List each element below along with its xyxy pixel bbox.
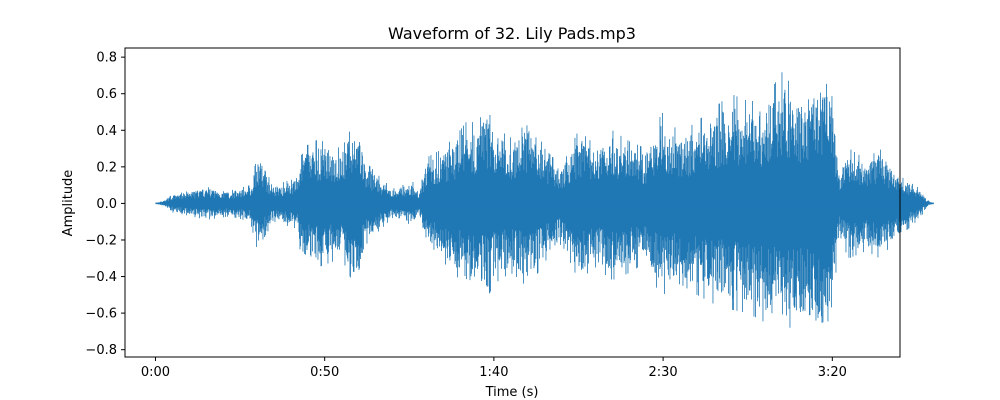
y-tick-label: 0.6 [96, 87, 117, 102]
y-tick-label: 0.4 [96, 124, 117, 139]
x-tick-label: 1:40 [479, 365, 508, 380]
waveform-series [155, 72, 934, 328]
chart-title: Waveform of 32. Lily Pads.mp3 [388, 24, 636, 43]
y-axis-label: Amplitude [61, 170, 76, 237]
x-axis: 0:00 0:50 1:40 2:30 3:20 [141, 357, 847, 380]
x-tick-label: 2:30 [648, 365, 677, 380]
y-tick-label: −0.4 [85, 270, 117, 285]
y-axis: −0.8 −0.6 −0.4 −0.2 0.0 0.2 0.4 0.6 0.8 [85, 51, 125, 358]
y-tick-label: −0.8 [85, 343, 117, 358]
x-tick-label: 0:00 [141, 365, 170, 380]
y-tick-label: −0.6 [85, 307, 117, 322]
plot-frame [124, 47, 901, 358]
y-tick-label: 0.8 [96, 51, 117, 66]
x-tick-label: 0:50 [310, 365, 339, 380]
y-tick-label: 0.2 [96, 160, 117, 175]
y-tick-label: −0.2 [85, 233, 117, 248]
waveform-line [155, 72, 934, 328]
y-tick-label: 0.0 [96, 197, 117, 212]
x-axis-label: Time (s) [485, 385, 539, 400]
x-tick-label: 3:20 [818, 365, 847, 380]
